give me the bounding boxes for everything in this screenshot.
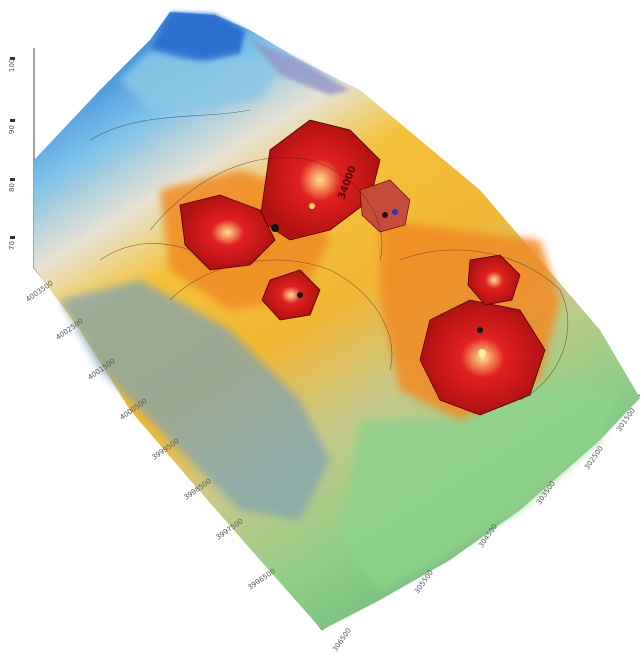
anomaly-zone-center xyxy=(261,269,321,321)
left-axis-label: 3996500 xyxy=(247,567,277,591)
anomaly-zone-west xyxy=(179,194,276,271)
anomaly-zone-northeast xyxy=(467,254,521,306)
peak-blue-zone xyxy=(150,12,245,62)
vertical-axis xyxy=(10,57,15,239)
vertical-axis-label: 80 xyxy=(8,183,16,192)
terrain-surface: 34000 xyxy=(34,12,640,630)
bottom-axis-label: 306500 xyxy=(331,627,353,653)
vertical-axis-label: 70 xyxy=(8,241,16,250)
vertical-axis-label: 90 xyxy=(8,125,16,134)
left-axis-label: 4003500 xyxy=(25,279,55,303)
vertical-axis-label: 100 xyxy=(8,59,16,72)
anomaly-zone-north xyxy=(259,119,381,241)
vertical-axis-labels: 100 90 80 70 xyxy=(8,59,16,250)
